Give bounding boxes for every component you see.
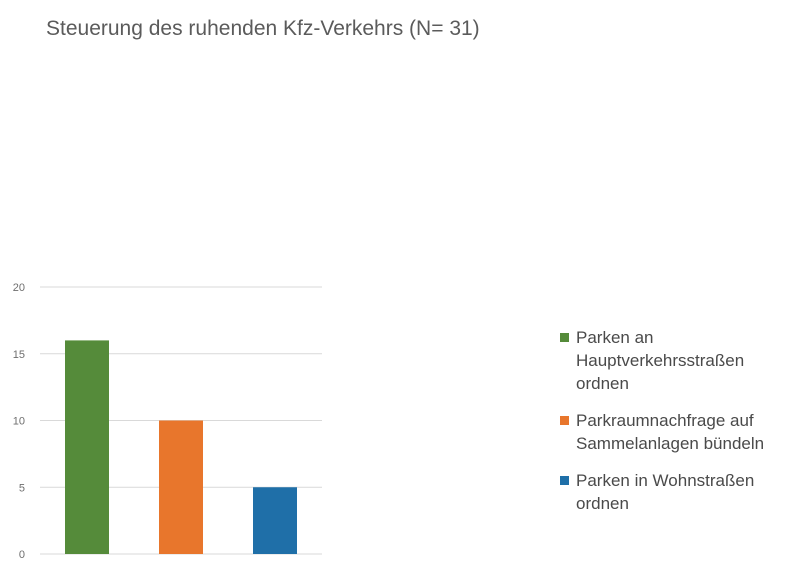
legend-item: Parken an Hauptverkehrsstraßen ordnen [560, 326, 796, 395]
bar [253, 487, 297, 554]
legend-label: Parken in Wohnstraßen ordnen [576, 471, 755, 513]
legend-label: Parkraumnachfrage auf Sammelanlagen bünd… [576, 411, 765, 453]
y-tick-label: 10 [13, 416, 25, 428]
legend-label: Parken an Hauptverkehrsstraßen ordnen [576, 328, 745, 393]
y-tick-label: 0 [19, 549, 25, 561]
legend-item: Parken in Wohnstraßen ordnen [560, 469, 796, 515]
legend-swatch [560, 416, 569, 425]
y-tick-label: 15 [13, 349, 25, 361]
legend: Parken an Hauptverkehrsstraßen ordnen Par… [560, 326, 796, 529]
y-tick-label: 5 [19, 482, 25, 494]
bar [159, 420, 203, 554]
y-tick-label: 20 [13, 282, 25, 294]
y-axis: 0 5 10 15 20 [13, 282, 25, 561]
legend-item: Parkraumnachfrage auf Sammelanlagen bünd… [560, 409, 796, 455]
legend-swatch [560, 476, 569, 485]
legend-swatch [560, 333, 569, 342]
bars [65, 340, 297, 554]
bar [65, 340, 109, 554]
chart-title: Steuerung des ruhenden Kfz-Verkehrs (N= … [46, 17, 480, 40]
